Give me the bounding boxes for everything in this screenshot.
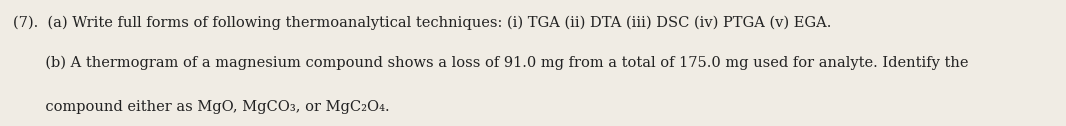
Text: (7).  (a) Write full forms of following thermoanalytical techniques: (i) TGA (ii: (7). (a) Write full forms of following t… (13, 15, 831, 30)
Text: (b) A thermogram of a magnesium compound shows a loss of 91.0 mg from a total of: (b) A thermogram of a magnesium compound… (13, 56, 968, 70)
Text: compound either as MgO, MgCO₃, or MgC₂O₄.: compound either as MgO, MgCO₃, or MgC₂O₄… (13, 100, 389, 114)
